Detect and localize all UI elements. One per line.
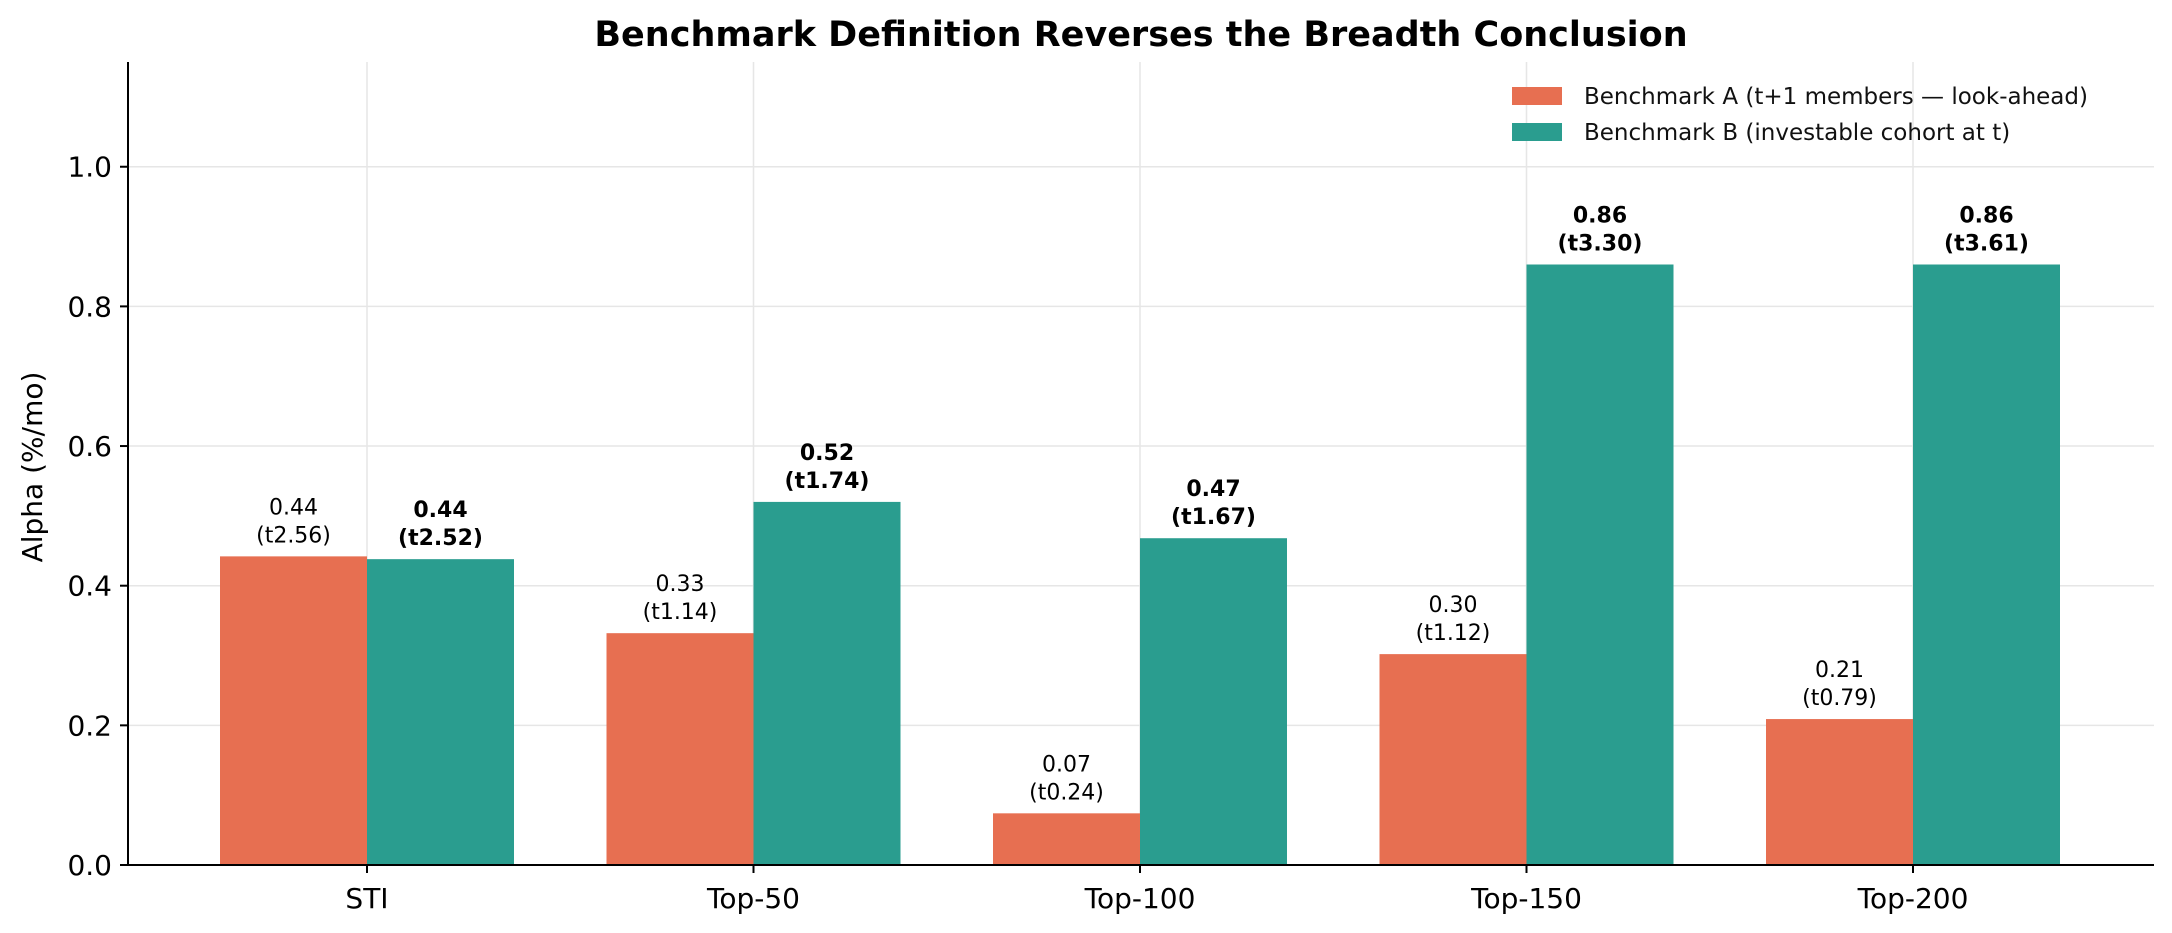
bar-benchmark-b	[1526, 264, 1674, 865]
bar-tstat-label: (t3.30)	[1558, 231, 1643, 256]
y-tick-label: 0.6	[67, 430, 112, 463]
x-tick-label: Top-200	[1857, 882, 1969, 915]
bar-benchmark-b	[1913, 264, 2060, 865]
bar-value-label: 0.44	[413, 498, 467, 523]
bar-value-label: 0.30	[1429, 593, 1478, 618]
x-tick-label: Top-50	[706, 882, 800, 915]
legend-label: Benchmark A (t+1 members — look-ahead)	[1584, 84, 2088, 110]
bar-benchmark-b	[753, 501, 901, 865]
bar-value-label: 0.33	[656, 572, 705, 597]
bar-tstat-label: (t3.61)	[1944, 231, 2029, 256]
bar-tstat-label: (t1.74)	[785, 469, 870, 494]
legend-swatch	[1512, 123, 1562, 141]
bar-value-label: 0.44	[269, 495, 318, 520]
axes: 0.0 0.2 0.4 0.6 0.8 1.0 STI Top-50 Top-100 Top-15…	[67, 62, 2154, 915]
bar-benchmark-a	[993, 813, 1140, 865]
bar-value-label: 0.21	[1815, 658, 1864, 683]
x-tick-label: Top-100	[1084, 882, 1196, 915]
y-tick-label: 0.8	[67, 290, 112, 323]
y-tick-label: 0.4	[67, 570, 112, 603]
y-tick-label: 1.0	[67, 151, 112, 184]
data-labels: 0.44 (t2.56) 0.33 (t1.14) 0.07 (t0.24) 0.30 (t1…	[256, 203, 2029, 805]
legend: Benchmark A (t+1 members — look-ahead) Be…	[1512, 84, 2088, 146]
bar-value-label: 0.07	[1042, 752, 1091, 777]
bar-tstat-label: (t1.12)	[1416, 621, 1491, 646]
bars	[220, 264, 2060, 865]
y-tick-label: 0.0	[67, 849, 112, 882]
bar-tstat-label: (t0.79)	[1802, 686, 1877, 711]
chart-title: Benchmark Definition Reverses the Breadt…	[594, 15, 1687, 55]
x-tick-label: Top-150	[1470, 882, 1582, 915]
bar-benchmark-b	[367, 559, 514, 865]
legend-label: Benchmark B (investable cohort at t)	[1584, 120, 2010, 146]
bar-tstat-label: (t2.56)	[256, 523, 331, 548]
bar-tstat-label: (t0.24)	[1029, 780, 1104, 805]
bar-value-label: 0.47	[1186, 477, 1240, 502]
bar-tstat-label: (t1.14)	[643, 600, 718, 625]
bar-value-label: 0.86	[1959, 203, 2013, 228]
bar-tstat-label: (t2.52)	[398, 526, 483, 551]
bar-tstat-label: (t1.67)	[1171, 505, 1256, 530]
bar-benchmark-b	[1140, 538, 1287, 865]
bar-benchmark-a	[606, 633, 754, 865]
y-tick-label: 0.2	[67, 709, 112, 742]
bar-benchmark-a	[1766, 719, 1913, 865]
bar-value-label: 0.52	[800, 441, 854, 466]
bar-benchmark-a	[220, 556, 367, 865]
bar-benchmark-a	[1379, 654, 1527, 865]
legend-swatch	[1512, 87, 1562, 105]
y-axis-label: Alpha (%/mo)	[16, 372, 49, 563]
x-tick-label: STI	[345, 882, 388, 915]
bar-value-label: 0.86	[1573, 203, 1627, 228]
